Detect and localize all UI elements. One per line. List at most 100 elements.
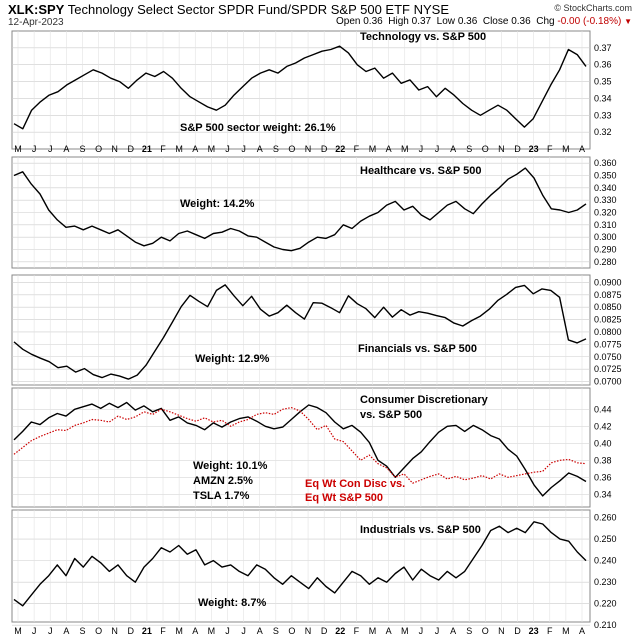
y-tick-label: 0.0700 [594, 377, 622, 387]
x-tick-label: J [48, 144, 53, 154]
x-tick-label: M [208, 144, 216, 154]
x-tick-label: A [579, 626, 585, 636]
chart-date: 12-Apr-2023 [8, 17, 64, 28]
x-tick-label: S [273, 626, 279, 636]
x-tick-label: F [160, 144, 166, 154]
x-tick-label: J [225, 144, 230, 154]
panel-annotation: Weight: 14.2% [180, 198, 255, 210]
open-value: 0.36 [363, 16, 383, 27]
panel-frame [11, 387, 591, 508]
panel-title: Consumer Discretionary [360, 394, 489, 406]
x-tick-label: J [241, 144, 246, 154]
panel-5: 0.210 0.220 0.230 0.240 0.250 0.260 Industrial… [11, 509, 617, 630]
y-tick-label: 0.36 [594, 472, 612, 482]
x-tick-label: F [354, 144, 360, 154]
series-line-1 [13, 167, 587, 252]
x-tick-label: M [175, 626, 183, 636]
x-tick-label: J [435, 626, 440, 636]
x-tick-label: M [401, 626, 409, 636]
series-label: Eq Wt Con Disc vs. [305, 478, 405, 490]
close-label: Close [482, 16, 509, 27]
y-tick-label: 0.0850 [594, 302, 622, 312]
y-tick-label: 0.210 [594, 620, 617, 630]
x-tick-label: J [419, 626, 424, 636]
y-tick-label: 0.37 [594, 43, 612, 53]
x-tick-label: A [386, 144, 392, 154]
x-tick-label: M [369, 144, 377, 154]
x-tick-label: S [79, 144, 85, 154]
x-tick-label: O [482, 626, 489, 636]
brand-credit: © StockCharts.com [554, 3, 632, 13]
y-tick-label: 0.44 [594, 404, 612, 414]
x-tick-label: A [257, 626, 263, 636]
y-tick-label: 0.340 [594, 183, 617, 193]
y-tick-label: 0.35 [594, 77, 612, 87]
series-line-1 [13, 284, 587, 380]
x-tick-label: D [321, 626, 328, 636]
x-tick-label: J [225, 626, 230, 636]
x-tick-label: M [175, 144, 183, 154]
panel-4: 0.34 0.36 0.38 0.40 0.42 0.44 Consumer Discret… [11, 387, 612, 508]
y-tick-label: 0.0875 [594, 290, 622, 300]
high-value: 0.37 [411, 16, 432, 27]
x-tick-label: A [450, 626, 456, 636]
y-tick-label: 0.280 [594, 257, 617, 267]
x-tick-label: A [386, 626, 392, 636]
x-tick-label: D [321, 144, 328, 154]
x-tick-label: M [562, 626, 570, 636]
x-tick-label: 22 [335, 144, 345, 154]
x-tick-label: F [160, 626, 166, 636]
x-tick-label: A [257, 144, 263, 154]
x-tick-label: N [305, 144, 312, 154]
panel-annotation: Weight: 10.1% [193, 460, 268, 472]
panel-annotation: AMZN 2.5% [193, 475, 253, 487]
x-tick-label: 22 [335, 626, 345, 636]
x-tick-label: J [32, 144, 37, 154]
low-value: 0.36 [457, 16, 478, 27]
x-tick-label: N [111, 626, 118, 636]
y-tick-label: 0.40 [594, 438, 612, 448]
y-tick-label: 0.240 [594, 556, 617, 566]
x-tick-label: F [547, 626, 553, 636]
series-line-1 [13, 521, 587, 607]
panel-3: 0.0700 0.0725 0.0750 0.0775 0.0800 0.0825 0.08… [11, 274, 622, 387]
symbol: XLK:SPY [8, 2, 65, 17]
x-tick-label: D [514, 626, 521, 636]
x-tick-label: A [63, 144, 69, 154]
y-tick-label: 0.33 [594, 110, 612, 120]
panel-title: vs. S&P 500 [360, 409, 422, 421]
y-tick-label: 0.330 [594, 195, 617, 205]
x-tick-label: N [498, 626, 505, 636]
close-value: 0.36 [511, 16, 531, 27]
x-tick-label: A [579, 144, 585, 154]
x-tick-label: D [128, 626, 135, 636]
y-tick-label: 0.310 [594, 220, 617, 230]
y-tick-label: 0.230 [594, 577, 617, 587]
ohlc-readout: Open 0.36 High 0.37 Low 0.36 Close 0.36 … [336, 16, 632, 27]
y-tick-label: 0.0825 [594, 315, 622, 325]
x-tick-label: J [435, 144, 440, 154]
y-tick-label: 0.38 [594, 455, 612, 465]
high-label: High [388, 16, 409, 27]
x-tick-label: M [208, 626, 216, 636]
x-tick-label: J [32, 626, 37, 636]
x-tick-label: N [305, 626, 312, 636]
x-tick-label: D [128, 144, 135, 154]
y-tick-label: 0.0800 [594, 327, 622, 337]
chart-title: XLK:SPY Technology Select Sector SPDR Fu… [8, 2, 449, 17]
x-tick-label: 23 [529, 144, 539, 154]
panel-2: 0.280 0.290 0.300 0.310 0.320 0.330 0.340 0.350… [11, 156, 617, 269]
x-axis-bottom: M J J A S O N D 21 F M A M J J A S O N D 22 F M A M J J A S O N D 23 F M A [14, 626, 585, 636]
x-tick-label: O [288, 144, 295, 154]
x-tick-label: M [401, 144, 409, 154]
x-tick-label: A [192, 626, 198, 636]
panel-annotation: S&P 500 sector weight: 26.1% [180, 122, 336, 134]
y-tick-label: 0.32 [594, 127, 612, 137]
panel-frame [11, 509, 591, 623]
panel-annotation: Weight: 8.7% [198, 597, 266, 609]
y-tick-label: 0.300 [594, 232, 617, 242]
x-tick-label: F [354, 626, 360, 636]
x-tick-label: J [48, 626, 53, 636]
series-line-1 [13, 45, 587, 130]
